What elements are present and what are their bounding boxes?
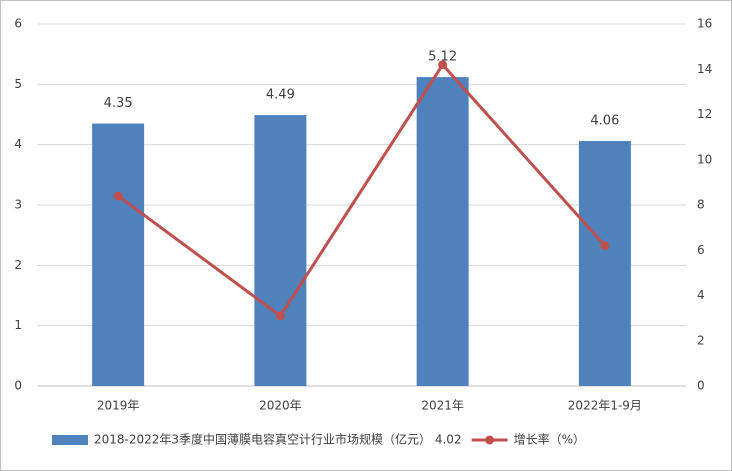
- y2-tick-label: 6: [697, 243, 705, 257]
- bar: [254, 115, 307, 386]
- y-tick-label: 5: [14, 77, 22, 91]
- x-tick-label: 2021年: [421, 399, 464, 413]
- y2-tick-label: 16: [697, 17, 712, 31]
- y2-tick-label: 8: [697, 198, 705, 212]
- legend-label: 增长率（%）: [514, 432, 585, 447]
- line: [117, 62, 606, 319]
- y-tick-label: 0: [14, 379, 22, 393]
- legend-label: 2018-2022年3季度中国薄膜电容真空计行业市场规模（亿元） 4.02: [94, 432, 462, 447]
- data-label: 4.06: [590, 114, 619, 129]
- x-tick-label: 2020年: [259, 399, 302, 413]
- legend-swatch: [52, 435, 88, 445]
- bar: [92, 123, 145, 387]
- y-tick-label: 6: [14, 17, 22, 31]
- y2-tick-label: 0: [697, 379, 705, 393]
- legend-swatch: [485, 435, 495, 445]
- line-marker: [600, 241, 610, 251]
- y2-tick-label: 4: [697, 288, 705, 302]
- x-tick-label: 2022年1-9月: [568, 399, 642, 413]
- y2-tick-label: 2: [697, 333, 705, 347]
- line-marker: [438, 60, 448, 70]
- y-tick-label: 2: [14, 258, 22, 272]
- data-label: 4.35: [104, 96, 133, 111]
- y2-tick-label: 12: [697, 107, 712, 121]
- x-tick-label: 2019年: [97, 399, 140, 413]
- data-label: 5.12: [428, 50, 457, 65]
- line-marker: [275, 311, 285, 321]
- y2-tick-label: 14: [697, 62, 712, 76]
- y-tick-label: 3: [14, 198, 22, 212]
- y2-tick-label: 10: [697, 152, 712, 166]
- data-label: 4.49: [266, 88, 295, 103]
- y-tick-label: 1: [14, 318, 22, 332]
- line-marker: [113, 191, 123, 201]
- bar: [578, 141, 631, 386]
- bar: [416, 77, 469, 387]
- y-tick-label: 4: [14, 137, 22, 151]
